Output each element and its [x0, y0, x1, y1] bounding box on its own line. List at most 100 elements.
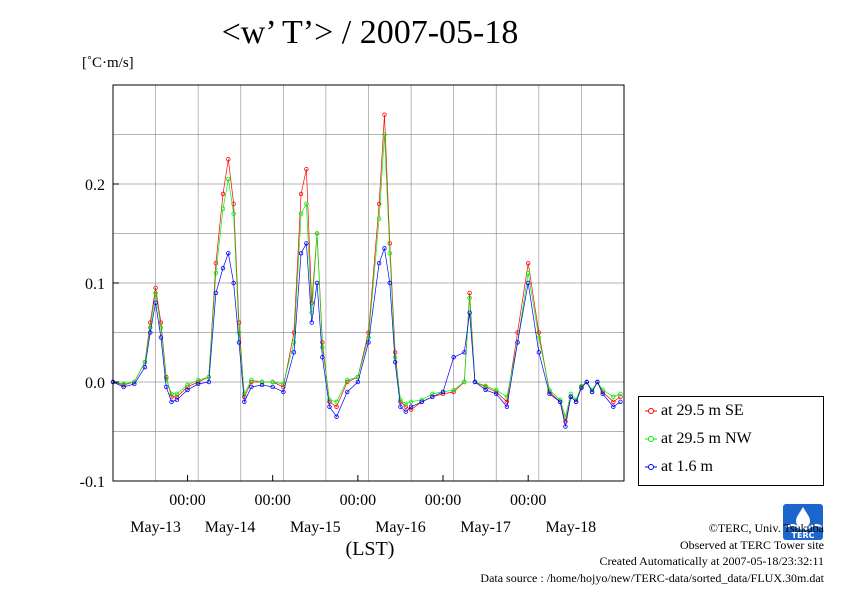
data-point — [451, 355, 456, 360]
data-point — [376, 216, 382, 221]
series-3 — [110, 241, 623, 429]
data-point — [153, 285, 158, 291]
data-point — [226, 157, 231, 162]
series-1 — [110, 112, 623, 424]
data-point — [195, 381, 201, 387]
data-point — [220, 191, 226, 197]
x-tick-time: 00:00 — [254, 492, 290, 509]
data-point — [504, 399, 510, 404]
data-point — [563, 424, 568, 429]
logo-text: TERC — [792, 531, 815, 540]
data-point — [618, 391, 623, 397]
data-point — [242, 391, 247, 397]
data-point — [270, 379, 275, 385]
data-point — [213, 270, 219, 276]
data-point — [298, 251, 304, 256]
data-point — [430, 391, 435, 397]
data-point — [419, 399, 424, 404]
data-point — [153, 290, 158, 296]
data-point — [158, 335, 164, 340]
data-point — [440, 389, 446, 395]
data-point — [298, 191, 304, 197]
data-point — [600, 391, 605, 397]
data-point — [142, 360, 148, 365]
data-point — [403, 404, 408, 409]
data-point — [174, 391, 180, 397]
data-point — [547, 391, 552, 397]
data-point — [345, 377, 350, 383]
data-point — [291, 340, 297, 345]
data-point — [185, 387, 190, 393]
data-point — [366, 335, 371, 340]
data-point — [483, 387, 488, 393]
y-tick-label: 0.2 — [85, 177, 105, 194]
x-tick-time: 00:00 — [425, 492, 461, 509]
data-point — [270, 384, 275, 390]
data-point — [236, 330, 242, 335]
data-point — [451, 387, 456, 393]
data-point — [467, 295, 472, 301]
data-point — [142, 364, 148, 370]
x-tick-date: May-16 — [375, 519, 426, 536]
data-point — [249, 377, 254, 383]
data-point — [298, 211, 304, 216]
data-point — [515, 340, 520, 345]
data-point — [376, 201, 382, 206]
data-point — [304, 166, 309, 172]
copyright-text: ©TERC, Univ. Tsukuba — [708, 521, 824, 535]
legend-item: at 1.6 m — [645, 457, 713, 477]
x-tick-date: May-18 — [545, 519, 596, 536]
data-point — [121, 381, 126, 387]
data-point — [334, 404, 339, 409]
data-point — [611, 394, 616, 400]
data-point — [334, 414, 339, 419]
data-point — [398, 404, 403, 409]
data-point — [334, 399, 339, 404]
data-point — [158, 320, 164, 325]
data-point — [220, 206, 226, 211]
data-point — [387, 280, 392, 286]
y-tick-label: 0.1 — [85, 276, 105, 293]
data-point — [618, 399, 623, 404]
series-layer — [110, 112, 623, 429]
data-point — [226, 176, 231, 182]
data-point — [121, 384, 126, 390]
data-point — [557, 399, 563, 404]
y-unit-label: [˚C·m/s] — [82, 55, 134, 71]
data-point — [595, 379, 600, 385]
data-point — [387, 251, 392, 256]
data-point — [382, 132, 387, 137]
terc-logo-icon: TERC — [783, 504, 823, 540]
data-point — [320, 345, 325, 350]
data-point — [494, 391, 499, 397]
data-point — [309, 310, 314, 315]
data-point — [169, 399, 174, 404]
data-point — [403, 401, 408, 406]
data-point — [355, 379, 361, 385]
data-point — [430, 394, 435, 400]
data-point — [536, 350, 542, 355]
series-line — [112, 242, 621, 427]
series-line — [112, 114, 621, 422]
data-point — [408, 404, 414, 409]
data-point — [573, 399, 579, 404]
legend: at 29.5 m SE at 29.5 m NW at 1.6 m — [638, 396, 824, 486]
y-tick-label: -0.1 — [80, 474, 105, 491]
data-point — [387, 241, 392, 246]
data-point — [345, 389, 350, 395]
data-point — [132, 381, 137, 387]
data-point — [563, 419, 568, 424]
x-tick-date: May-14 — [205, 519, 256, 536]
footer: ©TERC, Univ. Tsukuba Observed at TERC To… — [480, 520, 824, 586]
observed-text: Observed at TERC Tower site — [679, 537, 824, 552]
data-point — [148, 325, 153, 330]
data-point — [164, 384, 169, 390]
data-point — [309, 320, 314, 325]
legend-label: at 29.5 m SE — [661, 402, 744, 419]
data-point — [568, 394, 573, 400]
y-ticks: -0.1 0.0 0.1 0.2 — [80, 177, 119, 491]
data-point — [304, 201, 309, 206]
data-point — [382, 112, 387, 117]
data-point — [291, 350, 297, 355]
